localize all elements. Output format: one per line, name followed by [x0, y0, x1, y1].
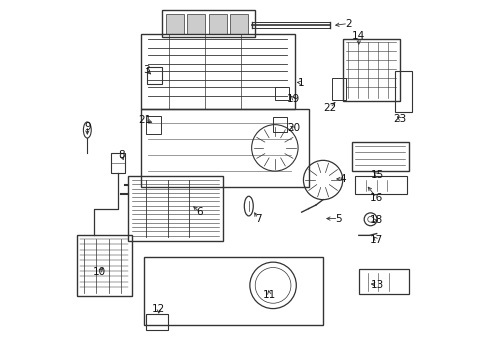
Text: 2: 2 [344, 18, 351, 28]
Text: 23: 23 [392, 113, 406, 123]
Bar [342, 39, 399, 102]
Text: 11: 11 [263, 290, 276, 300]
Bar [77, 235, 132, 296]
Bar [272, 117, 287, 132]
Text: 13: 13 [370, 280, 383, 290]
Bar [274, 87, 288, 100]
Text: 22: 22 [323, 103, 336, 113]
Text: 1: 1 [297, 78, 304, 88]
Bar [230, 14, 247, 33]
Bar [394, 71, 411, 112]
Bar [187, 14, 205, 33]
Text: 12: 12 [152, 304, 165, 314]
Text: 17: 17 [369, 235, 383, 245]
Bar [144, 257, 323, 325]
Text: 14: 14 [351, 31, 365, 41]
Bar [331, 78, 346, 100]
Bar [208, 14, 226, 33]
Text: 7: 7 [254, 213, 261, 224]
Text: 3: 3 [142, 65, 149, 75]
Bar [141, 33, 294, 109]
Text: 9: 9 [84, 122, 90, 132]
Text: 6: 6 [196, 207, 203, 217]
Bar [146, 314, 167, 330]
Text: 8: 8 [118, 150, 124, 160]
Text: 21: 21 [138, 115, 151, 125]
Text: 10: 10 [92, 267, 105, 277]
Bar [110, 153, 124, 173]
Bar [147, 67, 162, 84]
Text: 18: 18 [369, 215, 383, 225]
Bar [162, 10, 255, 37]
Bar [128, 176, 223, 241]
Bar [358, 269, 408, 294]
Bar [146, 116, 160, 134]
Text: 16: 16 [369, 193, 383, 203]
Bar [141, 109, 308, 187]
Text: 19: 19 [286, 94, 300, 104]
Text: 20: 20 [286, 123, 300, 133]
Bar [354, 176, 406, 194]
Bar [351, 143, 408, 171]
Text: 15: 15 [370, 170, 383, 180]
Bar [165, 14, 183, 33]
Text: 5: 5 [334, 213, 341, 224]
Text: 4: 4 [339, 174, 346, 184]
